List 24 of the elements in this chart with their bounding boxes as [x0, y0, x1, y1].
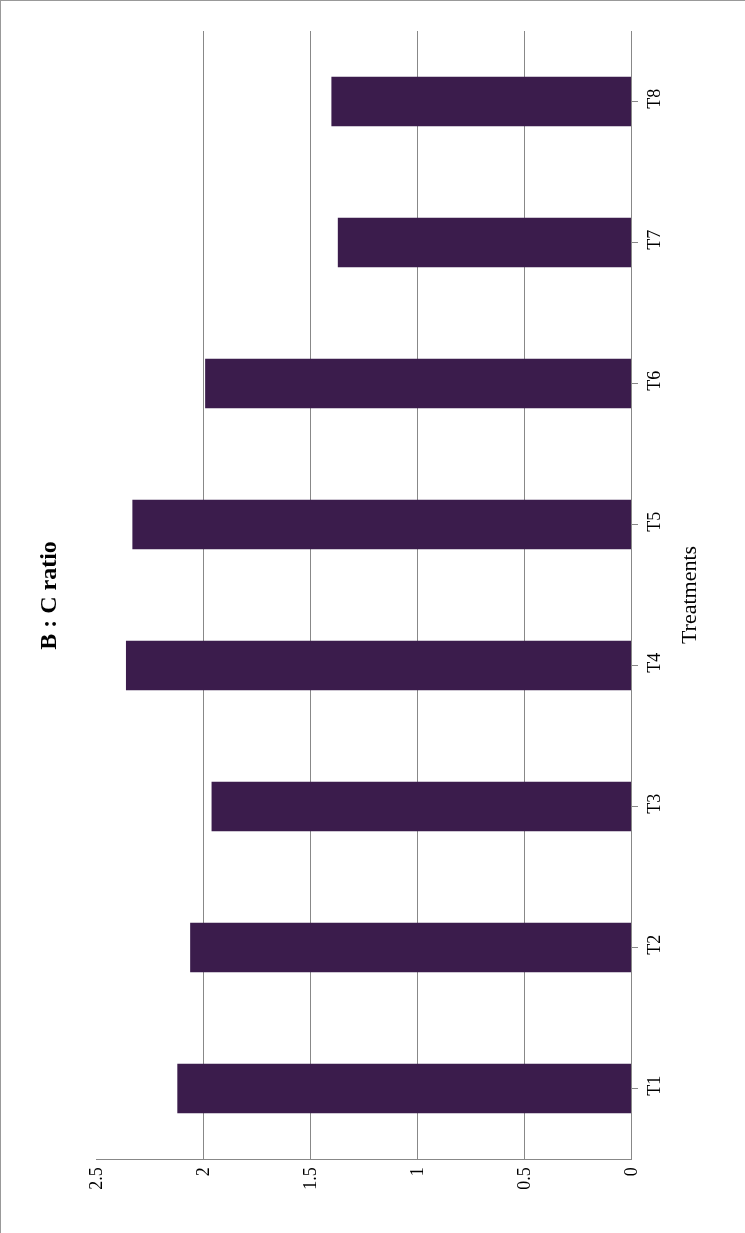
bar [205, 358, 631, 409]
bar [331, 76, 631, 127]
y-tick-label: T7 [643, 229, 664, 250]
x-tick-label: 1 [406, 1167, 427, 1177]
y-tick-label: T6 [643, 370, 664, 391]
x-tick-label: 0 [620, 1167, 641, 1177]
y-tick-label: T5 [643, 511, 664, 532]
bar [211, 781, 631, 832]
bar [337, 217, 631, 268]
y-tick-label: T3 [643, 793, 664, 814]
y-tick-label: T8 [643, 88, 664, 109]
bar [177, 1063, 631, 1114]
x-tick-label: 1.5 [299, 1167, 320, 1190]
bar [132, 499, 631, 550]
x-tick-label: 0.5 [513, 1167, 534, 1190]
y-tick-label: T1 [643, 1075, 664, 1096]
x-tick-label: 2.5 [85, 1167, 106, 1190]
x-tick-label: 2 [192, 1167, 213, 1177]
y-tick-label: T2 [643, 934, 664, 955]
bar [190, 922, 631, 973]
bar [125, 640, 631, 691]
y-tick-label: T4 [643, 652, 664, 673]
y-axis-title: Treatments [676, 545, 701, 645]
text: B : C ratio [34, 541, 61, 650]
